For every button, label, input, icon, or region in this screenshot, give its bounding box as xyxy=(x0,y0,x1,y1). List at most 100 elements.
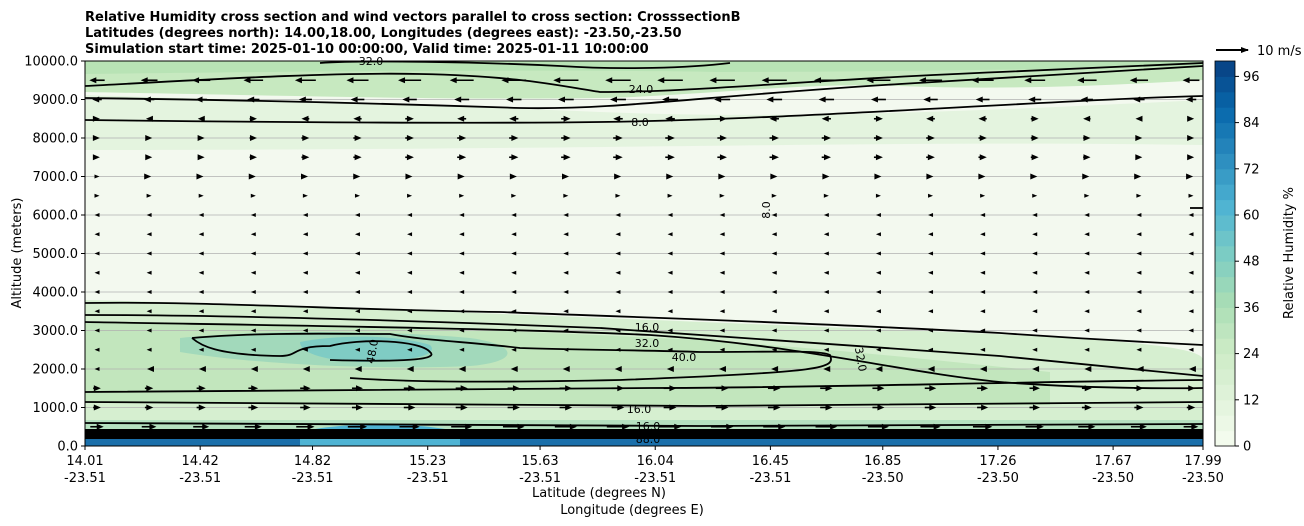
wind-vector xyxy=(614,366,622,372)
y-tick-label: 8000.0 xyxy=(33,132,79,147)
wind-vector xyxy=(971,77,994,84)
wind-vector xyxy=(563,270,569,275)
contour-line-16-upper xyxy=(85,301,1203,346)
wind-vector xyxy=(873,154,883,161)
wind-vector xyxy=(302,193,308,198)
chart-title-line-2: Latitudes (degrees north): 14.00,18.00, … xyxy=(85,26,682,41)
colorbar-tick-label: 24 xyxy=(1243,347,1260,362)
wind-vector xyxy=(926,173,934,180)
wind-vector xyxy=(302,366,310,372)
wind-vector xyxy=(353,135,362,141)
wind-vector xyxy=(613,135,623,141)
wind-vector xyxy=(615,270,621,275)
colorbar-level xyxy=(1215,76,1235,93)
wind-vector xyxy=(250,232,256,237)
wind-vector xyxy=(718,366,726,372)
wind-vector xyxy=(145,115,153,122)
wind-vector xyxy=(197,154,205,161)
colorbar-tick-label: 0 xyxy=(1243,440,1251,455)
wind-vector xyxy=(1084,232,1090,237)
wind-vector xyxy=(354,251,360,256)
contour-line-32-top xyxy=(319,61,731,70)
wind-vector xyxy=(667,328,673,333)
colorbar-tick-label: 36 xyxy=(1243,301,1260,316)
wind-vector xyxy=(1084,251,1090,256)
wind-vector xyxy=(563,251,569,256)
wind-vector xyxy=(717,154,727,161)
wind-vector xyxy=(354,270,360,275)
wind-vector xyxy=(459,213,465,217)
wind-vector xyxy=(1183,423,1199,430)
wind-vector xyxy=(459,347,465,352)
wind-vector xyxy=(94,193,100,198)
contour-label: 32.0 xyxy=(852,346,869,372)
wind-vector xyxy=(511,309,517,314)
wind-vector xyxy=(1186,173,1194,180)
contour-line-48 xyxy=(191,337,433,362)
wind-vector xyxy=(553,77,579,84)
wind-vector xyxy=(509,115,519,122)
wind-vector xyxy=(823,328,829,333)
wind-vector xyxy=(198,193,204,198)
wind-vector xyxy=(761,77,787,84)
wind-vector xyxy=(613,154,623,161)
wind-vector xyxy=(875,232,881,237)
wind-vector xyxy=(296,423,315,430)
colorbar-level xyxy=(1215,168,1235,185)
wind-vector xyxy=(459,309,465,314)
wind-vector xyxy=(615,328,621,333)
colorbar-level xyxy=(1215,107,1235,124)
wind-vector xyxy=(926,115,935,122)
wind-vector xyxy=(250,251,256,256)
wind-vector xyxy=(198,232,204,237)
wind-vector xyxy=(615,251,621,256)
contour-surface-band xyxy=(85,429,1203,439)
wind-vector xyxy=(820,404,833,411)
y-tick-label: 10000.0 xyxy=(24,55,78,70)
wind-vector xyxy=(250,366,258,372)
wind-vector xyxy=(665,115,675,122)
x-tick-label-lat: 16.45 xyxy=(752,454,789,469)
wind-vector xyxy=(457,135,467,141)
wind-vector xyxy=(196,173,204,180)
contour-label: 88.0 xyxy=(636,433,661,446)
wind-vector xyxy=(667,251,673,256)
x-axis-label-longitude: Longitude (degrees E) xyxy=(560,503,704,518)
contour-dense-surface xyxy=(85,429,1203,439)
wind-vector xyxy=(1032,232,1038,237)
colorbar-level xyxy=(1215,230,1235,247)
wind-vector xyxy=(559,385,573,392)
wind-vector xyxy=(354,328,360,333)
wind-vector xyxy=(978,115,987,122)
wind-vector xyxy=(354,213,360,217)
wind-vector xyxy=(511,328,517,333)
wind-vector xyxy=(301,135,310,141)
wind-vector xyxy=(666,366,674,372)
wind-vector xyxy=(1136,290,1142,294)
wind-vector xyxy=(667,347,673,352)
contour-label: 8.0 xyxy=(631,116,649,129)
wind-vector xyxy=(407,270,413,275)
wind-vector xyxy=(300,173,308,180)
wind-vector xyxy=(302,232,308,237)
wind-vector xyxy=(94,309,100,314)
wind-vector xyxy=(875,251,881,256)
wind-vector xyxy=(250,193,256,198)
wind-vector xyxy=(302,328,308,333)
wind-vector xyxy=(94,347,100,352)
wind-vector xyxy=(1029,404,1040,411)
wind-vector xyxy=(94,270,100,275)
wind-vector xyxy=(926,154,935,161)
wind-vector xyxy=(980,270,986,275)
wind-vector xyxy=(867,423,889,430)
wind-vector xyxy=(1188,347,1194,352)
contour-line-24-upper xyxy=(85,62,1203,93)
wind-vector xyxy=(407,193,413,198)
wind-vector xyxy=(823,366,831,372)
x-tick-label-lat: 17.67 xyxy=(1095,454,1132,469)
wind-vector xyxy=(1025,423,1044,430)
contour-line-32-lower xyxy=(85,321,1203,390)
wind-vector xyxy=(717,135,727,141)
wind-vector xyxy=(405,154,414,161)
wind-vector xyxy=(980,251,986,256)
